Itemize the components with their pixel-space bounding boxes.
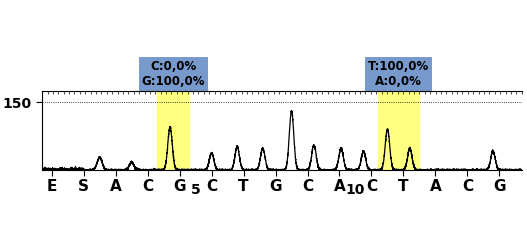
Bar — [157, 91, 189, 170]
Text: 5: 5 — [191, 183, 200, 197]
Bar — [378, 91, 419, 170]
Text: T:100,0%
A:0,0%: T:100,0% A:0,0% — [368, 60, 430, 88]
Text: C:0,0%
G:100,0%: C:0,0% G:100,0% — [141, 60, 205, 88]
Text: 10: 10 — [346, 183, 365, 197]
